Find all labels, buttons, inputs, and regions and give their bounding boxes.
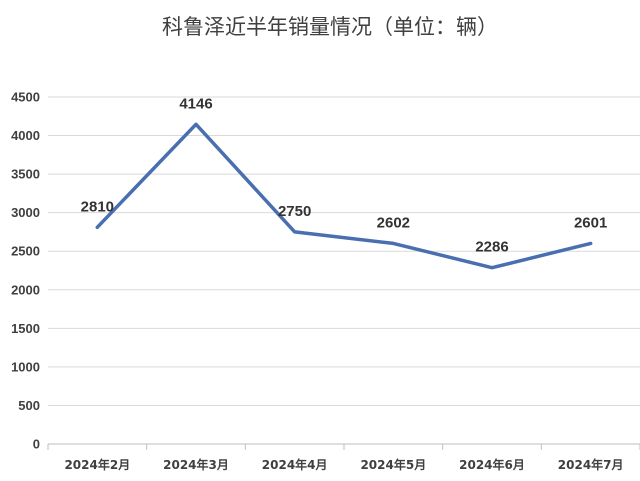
chart-title: 科鲁泽近半年销量情况（单位：辆） — [162, 15, 498, 39]
data-label: 2750 — [278, 203, 311, 220]
x-axis-ticks: 2024年2月 2024年3月 2024年4月 2024年5月 2024年6月 2024年… — [47, 444, 640, 472]
y-tick-label: 500 — [18, 398, 40, 413]
x-tick-label: 2024年6月 — [459, 457, 525, 472]
data-label: 4146 — [179, 95, 212, 112]
y-tick-label: 1500 — [11, 321, 40, 336]
y-tick-label: 3500 — [11, 167, 40, 182]
y-axis-ticks: 0 500 1000 1500 2000 2500 3000 3500 4000 4500 — [11, 90, 40, 452]
y-tick-label: 4000 — [11, 128, 40, 143]
grid — [48, 96, 640, 445]
y-tick-label: 0 — [33, 437, 40, 452]
y-tick-label: 3000 — [11, 205, 40, 220]
x-tick-label: 2024年4月 — [262, 457, 328, 472]
y-tick-label: 4500 — [11, 90, 40, 105]
x-tick-label: 2024年3月 — [163, 457, 229, 472]
y-tick-label: 2000 — [11, 282, 40, 297]
series — [95, 122, 593, 270]
y-tick-label: 1000 — [11, 359, 40, 374]
data-labels: 2810 4146 2750 2602 2286 2601 — [81, 95, 608, 255]
data-label: 2286 — [475, 239, 508, 256]
x-tick-label: 2024年2月 — [64, 457, 130, 472]
x-tick-label: 2024年5月 — [360, 457, 426, 472]
y-tick-label: 2500 — [11, 244, 40, 259]
series-line — [95, 122, 593, 270]
data-label: 2810 — [81, 198, 114, 215]
data-label: 2601 — [574, 214, 607, 231]
data-label: 2602 — [377, 214, 410, 231]
x-tick-label: 2024年7月 — [558, 457, 624, 472]
